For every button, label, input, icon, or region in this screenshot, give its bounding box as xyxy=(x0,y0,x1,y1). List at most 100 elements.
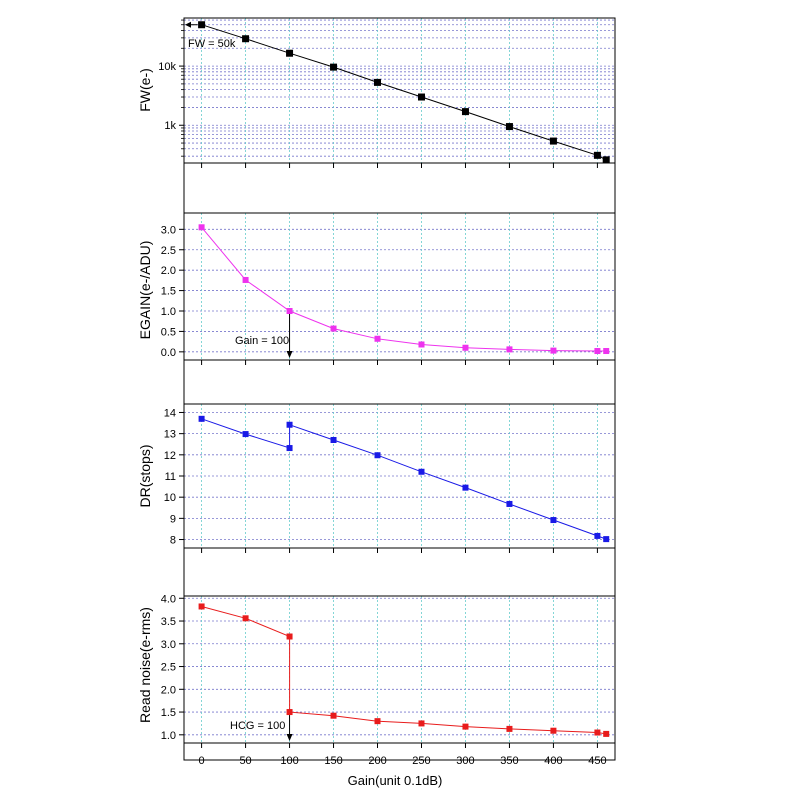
panel-frame xyxy=(183,212,616,361)
series-line xyxy=(201,606,607,735)
y-tick-label: 0.0 xyxy=(161,347,176,359)
data-point xyxy=(461,108,469,116)
data-point xyxy=(330,325,337,332)
data-point xyxy=(286,421,293,428)
x-tick-label: 250 xyxy=(412,755,430,767)
ylabel-fw: FW(e-) xyxy=(137,68,153,112)
ylabel-read-noise: Read noise(e-rms) xyxy=(137,607,153,723)
data-point xyxy=(602,156,610,164)
data-point xyxy=(594,532,601,539)
data-point xyxy=(286,49,294,57)
data-point xyxy=(242,431,249,438)
data-point xyxy=(550,517,557,524)
y-tick-label: 2.5 xyxy=(161,245,176,257)
data-point xyxy=(242,35,250,43)
x-tick-label: 200 xyxy=(368,755,386,767)
data-point xyxy=(594,729,601,736)
ylabel-dr: DR(stops) xyxy=(137,444,153,507)
data-point xyxy=(505,123,513,131)
panel-frame xyxy=(183,17,616,164)
data-point xyxy=(506,725,513,732)
data-point xyxy=(198,603,205,610)
data-point xyxy=(374,452,381,459)
x-tick-label: 0 xyxy=(199,755,205,767)
x-axis-label: Gain(unit 0.1dB) xyxy=(348,773,443,788)
y-tick-label: 8 xyxy=(170,535,176,547)
data-point xyxy=(506,500,513,507)
data-point xyxy=(330,437,337,443)
y-tick-label: 10k xyxy=(158,61,176,73)
annotation-hcg: HCG = 100 xyxy=(230,720,285,732)
y-tick-label: 10 xyxy=(164,492,176,504)
data-point xyxy=(417,93,425,101)
data-point xyxy=(593,151,601,159)
x-tick-label: 50 xyxy=(239,755,251,767)
x-tick-label: 400 xyxy=(544,755,562,767)
y-tick-label: 14 xyxy=(164,407,176,419)
y-tick-label: 2.5 xyxy=(161,662,176,674)
y-tick-label: 9 xyxy=(170,513,176,525)
data-point xyxy=(286,308,293,314)
data-point xyxy=(374,78,382,86)
y-tick-label: 11 xyxy=(165,471,176,483)
y-tick-label: 3.5 xyxy=(161,616,176,628)
data-point xyxy=(198,224,205,231)
x-tick-label: 100 xyxy=(280,755,298,767)
data-point xyxy=(462,484,469,491)
data-point xyxy=(286,709,293,716)
y-tick-label: 3.0 xyxy=(161,639,176,651)
data-point xyxy=(462,344,469,351)
data-point xyxy=(603,536,610,543)
panel-frame xyxy=(183,595,616,744)
x-tick-label: 150 xyxy=(324,755,342,767)
annotation-fw: FW = 50k xyxy=(188,38,236,50)
data-point xyxy=(242,615,249,622)
x-tick-label: 450 xyxy=(588,755,606,767)
annotation-gain: Gain = 100 xyxy=(235,335,289,347)
data-point xyxy=(506,346,513,353)
data-point xyxy=(418,468,425,475)
data-point xyxy=(198,21,206,29)
y-tick-label: 0.5 xyxy=(161,326,176,338)
y-tick-label: 1.5 xyxy=(161,286,176,298)
y-tick-label: 13 xyxy=(164,429,176,441)
data-point xyxy=(549,137,557,145)
y-tick-label: 1.0 xyxy=(161,730,176,742)
ylabel-egain: EGAIN(e-/ADU) xyxy=(137,241,153,340)
y-tick-label: 1k xyxy=(164,120,176,132)
panel-read-noise: 1.0 1.5 2.0 2.5 3.0 3.5 4.0 xyxy=(161,593,616,748)
annotation-arrowhead xyxy=(286,734,293,741)
data-point xyxy=(330,712,337,719)
series-line xyxy=(201,418,607,540)
data-point xyxy=(418,341,425,348)
y-tick-label: 2.0 xyxy=(161,684,176,696)
y-tick-label: 4.0 xyxy=(161,593,176,605)
data-point xyxy=(550,727,557,734)
data-point xyxy=(603,348,610,355)
data-point xyxy=(198,415,205,422)
data-point xyxy=(594,348,601,355)
y-tick-label: 2.0 xyxy=(161,265,176,277)
panel-dynamic-range: 8 9 10 11 12 13 14 xyxy=(164,403,616,553)
y-tick-label: 3.0 xyxy=(161,224,176,236)
data-point xyxy=(286,445,293,452)
data-point xyxy=(374,335,381,342)
y-tick-label: 12 xyxy=(164,450,176,462)
data-point xyxy=(550,347,557,354)
x-tick-label: 300 xyxy=(456,755,474,767)
panel-egain: 0.0 0.5 1.0 1.5 2.0 2.5 3.0 xyxy=(161,212,616,365)
y-tick-label: 1.5 xyxy=(161,707,176,719)
data-point xyxy=(462,723,469,730)
data-point xyxy=(286,633,293,640)
data-point xyxy=(418,720,425,727)
annotation-arrowhead xyxy=(185,21,191,28)
x-tick-label: 350 xyxy=(500,755,518,767)
data-point xyxy=(242,276,249,283)
data-point xyxy=(603,730,610,737)
annotation-arrowhead xyxy=(286,351,293,358)
data-point xyxy=(330,63,338,71)
y-tick-label: 1.0 xyxy=(161,306,176,318)
data-point xyxy=(374,718,381,725)
